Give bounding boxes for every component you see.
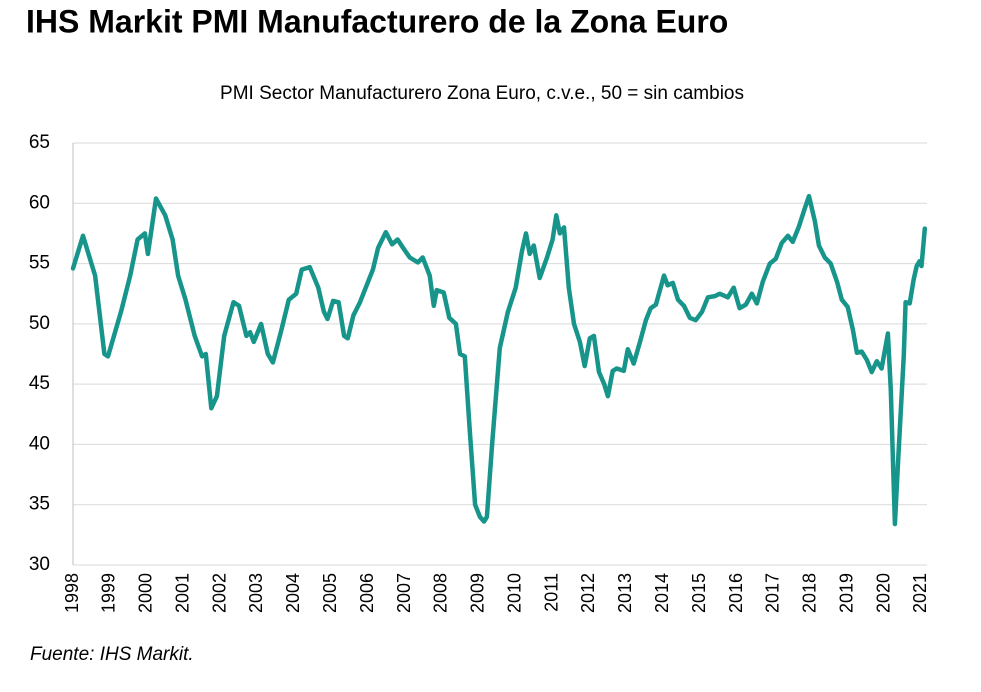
y-tick-label: 30 — [29, 554, 50, 575]
y-tick-label: 55 — [29, 253, 50, 274]
y-tick-label: 50 — [29, 313, 50, 334]
chart-subtitle: PMI Sector Manufacturero Zona Euro, c.v.… — [220, 83, 744, 104]
series-line — [70, 193, 928, 527]
x-tick-label: 2005 — [320, 573, 340, 613]
x-tick-label: 2014 — [652, 573, 672, 613]
x-tick-label: 2015 — [689, 573, 709, 613]
x-tick-label: 2019 — [836, 573, 856, 613]
x-tick-label: 2001 — [172, 573, 192, 613]
x-tick-label: 2010 — [504, 573, 524, 613]
x-tick-label: 1998 — [62, 573, 82, 613]
y-tick-label: 35 — [29, 494, 50, 515]
x-tick-label: 2017 — [763, 573, 783, 613]
x-tick-label: 2012 — [578, 573, 598, 613]
y-tick-label: 60 — [29, 192, 50, 213]
x-tick-label: 2004 — [283, 573, 303, 613]
x-tick-label: 2013 — [615, 573, 635, 613]
x-tick-label: 1999 — [99, 573, 119, 613]
x-tick-label: 2011 — [541, 573, 561, 612]
y-tick-label: 65 — [29, 132, 50, 153]
x-tick-label: 2009 — [468, 573, 488, 613]
x-tick-label: 2016 — [726, 573, 746, 613]
y-tick-label: 45 — [29, 373, 50, 394]
x-tick-label: 2000 — [136, 573, 156, 613]
x-tick-label: 2006 — [357, 573, 377, 613]
x-tick-label: 2007 — [394, 573, 414, 613]
x-tick-label: 2008 — [431, 573, 451, 613]
x-tick-label: 2002 — [209, 573, 229, 613]
x-tick-label: 2021 — [910, 573, 930, 613]
chart-title: IHS Markit PMI Manufacturero de la Zona … — [26, 3, 728, 39]
source: Fuente: IHS Markit. — [30, 644, 194, 665]
x-tick-label: 2020 — [873, 573, 893, 613]
x-tick-label: 2003 — [246, 573, 266, 613]
x-tick-label: 2018 — [800, 573, 820, 613]
y-tick-label: 40 — [29, 433, 50, 454]
